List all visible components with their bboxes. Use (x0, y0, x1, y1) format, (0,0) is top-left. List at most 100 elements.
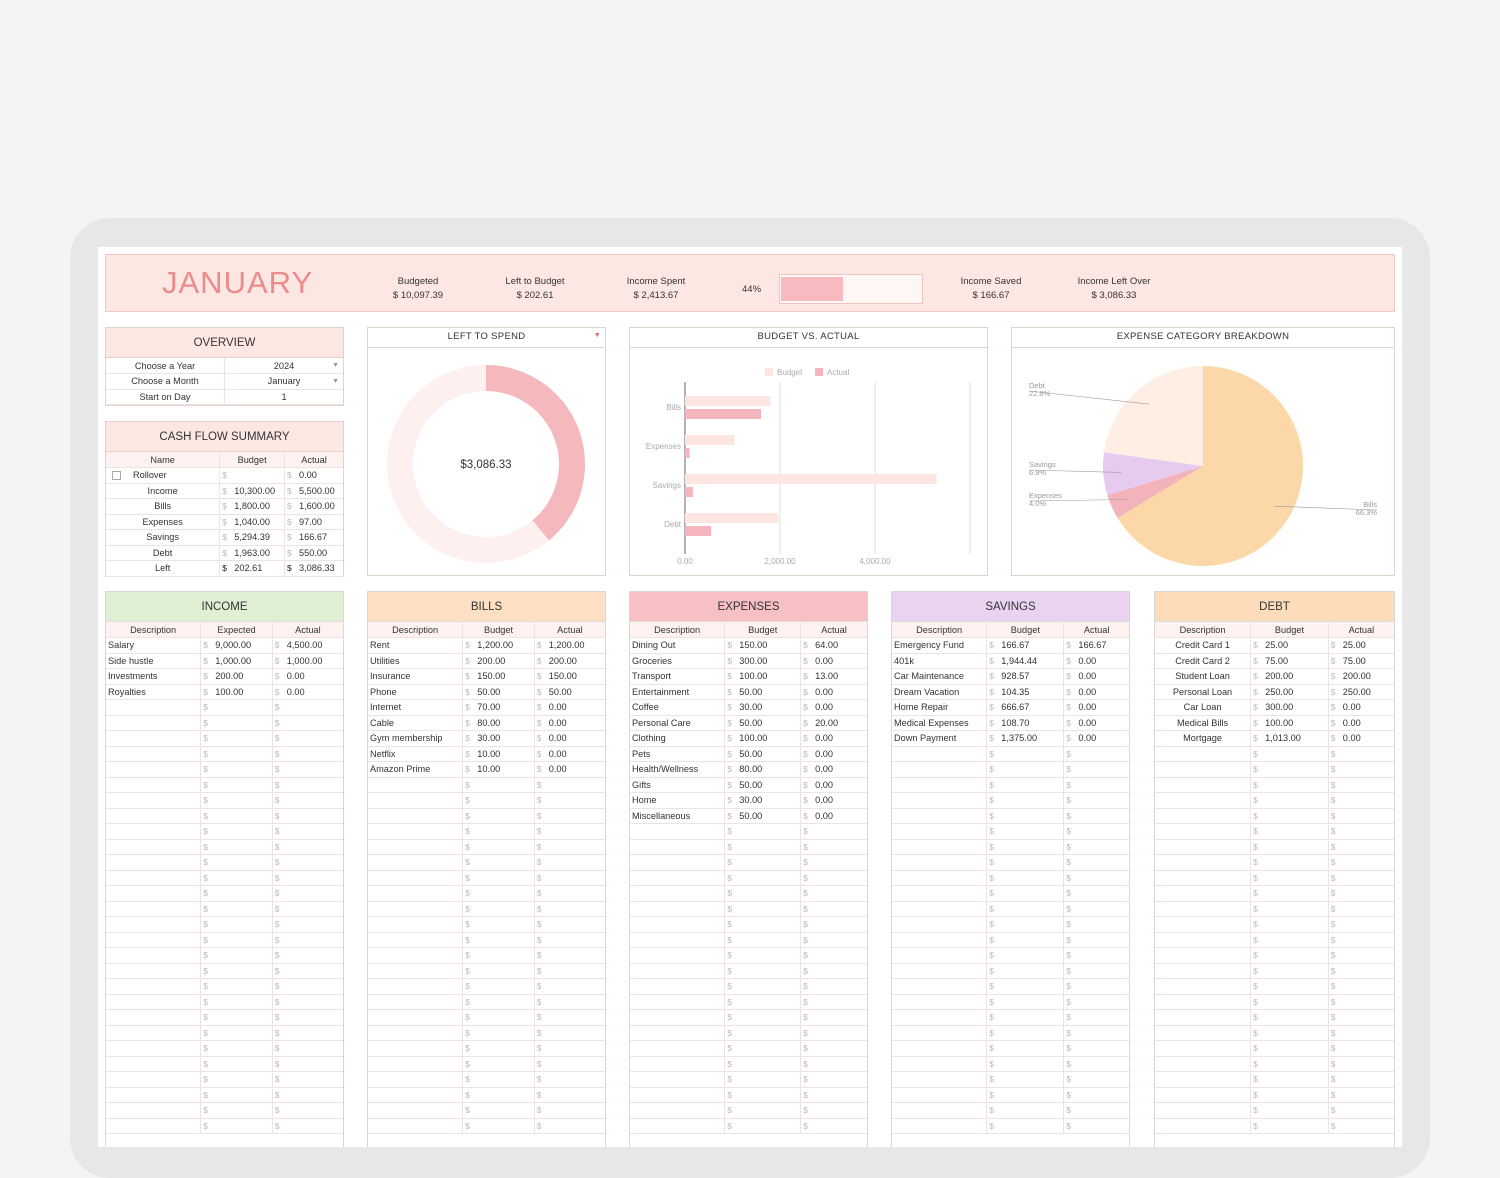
budget-cell[interactable]: $ (724, 854, 802, 871)
actual-cell[interactable]: $ (1063, 823, 1129, 840)
budget-cell[interactable]: $ (200, 777, 273, 793)
actual-cell[interactable]: $ (800, 839, 867, 855)
description-cell[interactable] (630, 916, 726, 933)
budget-cell[interactable]: $150.00 (724, 637, 802, 654)
description-cell[interactable] (368, 1118, 464, 1134)
description-cell[interactable] (892, 1087, 988, 1103)
description-cell[interactable] (892, 978, 988, 995)
description-cell[interactable] (106, 870, 202, 886)
budget-cell[interactable]: $ (462, 932, 535, 948)
budget-cell[interactable]: $10.00 (462, 761, 535, 778)
description-cell[interactable]: Home (630, 792, 726, 809)
description-cell[interactable] (630, 885, 726, 902)
budget-cell[interactable]: $ (462, 792, 535, 809)
actual-cell[interactable]: $ (534, 994, 605, 1010)
actual-cell[interactable]: $ (1063, 1087, 1129, 1103)
description-cell[interactable] (1155, 808, 1252, 824)
description-cell[interactable]: Investments (106, 668, 202, 685)
actual-cell[interactable]: $ (272, 1118, 343, 1134)
description-cell[interactable]: Car Loan (1155, 699, 1252, 716)
budget-cell[interactable]: $ (724, 947, 802, 964)
actual-cell[interactable]: $166.67 (1063, 637, 1129, 654)
actual-cell[interactable]: $ (534, 1102, 605, 1119)
description-cell[interactable] (368, 885, 464, 902)
budget-cell[interactable]: $ (986, 1071, 1065, 1088)
start-day-input[interactable]: 1 (224, 389, 343, 405)
description-cell[interactable]: Netflix (368, 746, 464, 762)
actual-cell[interactable]: $ (1328, 746, 1394, 762)
actual-cell[interactable]: $ (534, 947, 605, 964)
budget-cell[interactable]: $ (724, 1040, 802, 1057)
budget-cell[interactable]: $ (200, 730, 273, 747)
budget-cell[interactable]: $ (462, 1118, 535, 1134)
budget-cell[interactable]: $ (986, 1118, 1065, 1134)
budget-cell[interactable]: $ (986, 947, 1065, 964)
budget-cell[interactable]: $ (1250, 901, 1329, 917)
description-cell[interactable] (106, 963, 202, 979)
actual-cell[interactable]: $0.00 (800, 777, 867, 793)
description-cell[interactable] (892, 839, 988, 855)
budget-cell[interactable]: $ (986, 823, 1065, 840)
budget-cell[interactable]: $ (986, 1056, 1065, 1072)
description-cell[interactable] (106, 1056, 202, 1072)
budget-cell[interactable]: $ (1250, 1040, 1329, 1057)
budget-cell[interactable]: $ (1250, 1087, 1329, 1103)
budget-cell[interactable]: $ (462, 916, 535, 933)
budget-cell[interactable]: $ (724, 1118, 802, 1134)
description-cell[interactable] (892, 1071, 988, 1088)
budget-cell[interactable]: $ (200, 963, 273, 979)
budget-cell[interactable]: $1,375.00 (986, 730, 1065, 747)
budget-cell[interactable]: $ (724, 901, 802, 917)
actual-cell[interactable]: $1,200.00 (534, 637, 605, 654)
actual-cell[interactable]: $0.00 (1328, 699, 1394, 716)
description-cell[interactable] (630, 1102, 726, 1119)
actual-cell[interactable]: $ (1328, 1102, 1394, 1119)
actual-cell[interactable]: $ (534, 916, 605, 933)
actual-cell[interactable]: $ (1328, 1040, 1394, 1057)
budget-cell[interactable]: $ (986, 916, 1065, 933)
actual-cell[interactable]: $ (1328, 1071, 1394, 1088)
actual-cell[interactable]: $ (1063, 932, 1129, 948)
budget-cell[interactable]: $ (1250, 746, 1329, 762)
budget-cell[interactable]: $ (200, 1025, 273, 1041)
actual-cell[interactable]: $ (272, 1087, 343, 1103)
actual-cell[interactable]: $ (800, 916, 867, 933)
actual-cell[interactable]: $ (272, 1102, 343, 1119)
description-cell[interactable] (892, 1009, 988, 1026)
budget-cell[interactable]: $ (1250, 916, 1329, 933)
description-cell[interactable]: Gym membership (368, 730, 464, 747)
description-cell[interactable] (106, 808, 202, 824)
budget-cell[interactable]: $ (462, 777, 535, 793)
actual-cell[interactable]: $ (1328, 777, 1394, 793)
description-cell[interactable]: Pets (630, 746, 726, 762)
actual-cell[interactable]: $ (1063, 746, 1129, 762)
description-cell[interactable]: Down Payment (892, 730, 988, 747)
actual-cell[interactable]: $ (1328, 1118, 1394, 1134)
description-cell[interactable]: Groceries (630, 653, 726, 669)
budget-cell[interactable]: $ (1250, 1056, 1329, 1072)
description-cell[interactable] (1155, 947, 1252, 964)
description-cell[interactable] (368, 823, 464, 840)
month-select[interactable]: January ▼ (224, 373, 343, 390)
actual-cell[interactable]: $ (1063, 963, 1129, 979)
budget-cell[interactable]: $ (724, 870, 802, 886)
actual-cell[interactable]: $50.00 (534, 684, 605, 700)
budget-cell[interactable]: $ (462, 1025, 535, 1041)
description-cell[interactable]: Medical Expenses (892, 715, 988, 731)
budget-cell[interactable]: $ (986, 761, 1065, 778)
description-cell[interactable] (630, 870, 726, 886)
budget-cell[interactable]: $ (200, 978, 273, 995)
description-cell[interactable]: Rent (368, 637, 464, 654)
description-cell[interactable] (1155, 1118, 1252, 1134)
actual-cell[interactable]: $150.00 (534, 668, 605, 685)
actual-cell[interactable]: $ (800, 1071, 867, 1088)
description-cell[interactable] (368, 1056, 464, 1072)
description-cell[interactable] (106, 1118, 202, 1134)
actual-cell[interactable]: $ (272, 715, 343, 731)
budget-cell[interactable]: $ (724, 885, 802, 902)
budget-cell[interactable]: $200.00 (462, 653, 535, 669)
budget-cell[interactable]: $ (462, 854, 535, 871)
description-cell[interactable]: Clothing (630, 730, 726, 747)
budget-cell[interactable]: $ (724, 1025, 802, 1041)
actual-cell[interactable]: $0.00 (1063, 668, 1129, 685)
